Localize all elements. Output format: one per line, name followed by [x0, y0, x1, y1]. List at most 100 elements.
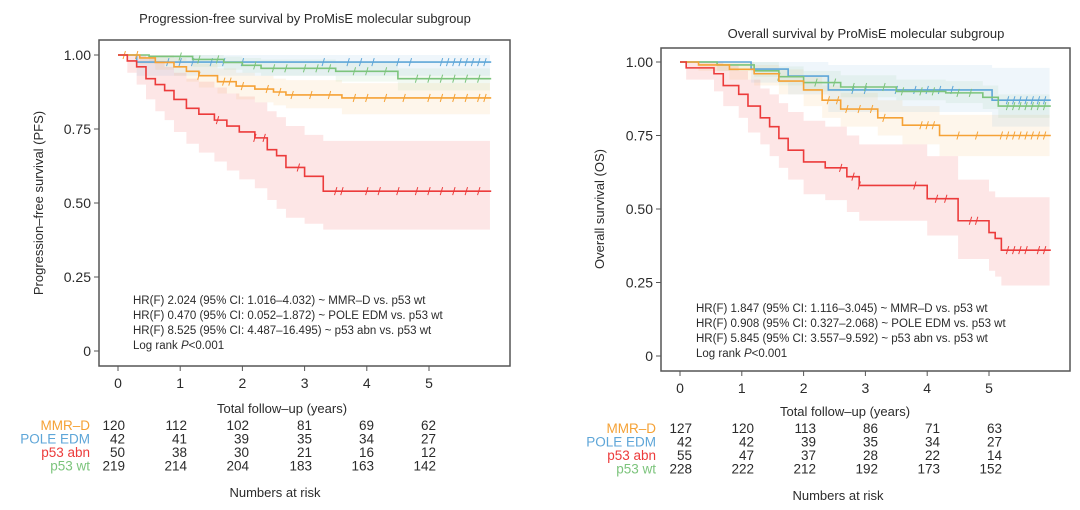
censor-mark-mmr-d — [228, 77, 232, 86]
risk-cell: 41 — [172, 432, 187, 447]
censor-mark-p53-abn — [253, 133, 257, 143]
censor-mark-mmr-d — [402, 93, 406, 103]
censor-mark-p53-abn — [934, 194, 939, 203]
censor-mark-p53-abn — [1005, 246, 1010, 255]
censor-mark-p53-abn — [427, 187, 431, 196]
censor-mark-mmr-d — [1036, 131, 1041, 140]
x-tick-label: 4 — [923, 380, 931, 396]
annotation-line: HR(F) 1.847 (95% CI: 1.116–3.045) ~ MMR–… — [696, 303, 988, 315]
risk-cell: 42 — [677, 435, 692, 450]
x-tick-label: 1 — [176, 375, 184, 391]
y-tick-label: 0 — [645, 348, 653, 364]
risk-cell: 42 — [739, 435, 754, 450]
censor-mark-mmr-d — [835, 96, 840, 105]
risk-cell: 102 — [226, 418, 249, 433]
risk-cell: 192 — [855, 462, 878, 477]
censor-mark-mmr-d — [999, 131, 1004, 140]
censor-mark-mmr-d — [222, 77, 226, 86]
risk-cell: 27 — [987, 435, 1002, 450]
risk-cell: 69 — [359, 418, 374, 433]
censor-mark-p53-wt — [427, 74, 431, 83]
censor-mark-mmr-d — [857, 104, 861, 114]
censor-mark-mmr-d — [365, 93, 369, 103]
x-tick-label: 3 — [301, 375, 309, 391]
risk-cell: 120 — [731, 421, 754, 436]
x-tick-label: 0 — [114, 375, 122, 391]
censor-mark-p53-abn — [365, 187, 369, 196]
risk-cell: 219 — [102, 459, 125, 474]
censor-mark-p53-wt — [900, 87, 905, 96]
hazard-ratio-annotations: HR(F) 1.847 (95% CI: 1.116–3.045) ~ MMR–… — [696, 303, 1006, 360]
censor-mark-p53-wt — [327, 64, 332, 73]
risk-cell: 183 — [289, 459, 312, 474]
censor-mark-p53-abn — [857, 181, 861, 190]
censor-mark-mmr-d — [956, 131, 960, 140]
censor-mark-p53-wt — [1030, 101, 1034, 111]
censor-mark-mmr-d — [826, 96, 830, 105]
censor-mark-p53-abn — [296, 163, 301, 172]
risk-cell: 204 — [226, 459, 249, 474]
risk-cell: 39 — [801, 435, 816, 450]
censor-mark-p53-wt — [215, 55, 220, 64]
risk-cell: 39 — [234, 432, 249, 447]
censor-mark-pole-edm — [1018, 96, 1022, 105]
survival-curve-p53-abn — [680, 61, 1051, 251]
censor-mark-mmr-d — [309, 90, 313, 100]
risk-row-label: p53 abn — [607, 448, 656, 463]
chart-title: Overall survival by ProMisE molecular su… — [728, 26, 1005, 41]
y-tick-label: 0.75 — [626, 128, 653, 144]
x-axis-label: Total follow–up (years) — [217, 401, 347, 416]
annotation-line: HR(F) 5.845 (95% CI: 3.557–9.592) ~ p53 … — [696, 333, 989, 345]
censor-mark-p53-wt — [1018, 101, 1022, 111]
censor-mark-pole-edm — [1024, 96, 1028, 105]
survival-curve-p53-wt — [680, 61, 1051, 107]
censor-mark-p53-wt — [814, 78, 818, 87]
ci-band-p53-abn — [680, 62, 1051, 286]
risk-row-label: POLE EDM — [586, 435, 656, 450]
risk-table-title: Numbers at risk — [792, 488, 884, 503]
x-axis-label: Total follow–up (years) — [780, 404, 910, 419]
censor-mark-p53-abn — [839, 163, 843, 172]
risk-cell: 120 — [102, 418, 125, 433]
censor-mark-p53-abn — [1018, 246, 1022, 255]
y-tick-label: 1.00 — [64, 47, 91, 63]
x-tick-label: 5 — [425, 375, 433, 391]
risk-cell: 86 — [863, 421, 878, 436]
censor-mark-mmr-d — [1012, 131, 1016, 140]
censor-mark-p53-abn — [1036, 246, 1041, 255]
annotation-line: Log rank P<0.001 — [133, 340, 224, 352]
risk-table-title: Numbers at risk — [229, 485, 321, 500]
risk-cell: 214 — [164, 459, 187, 474]
censor-mark-mmr-d — [974, 131, 979, 140]
ci-band-p53-wt — [118, 55, 492, 91]
risk-cell: 34 — [359, 432, 375, 447]
risk-cell: 222 — [731, 462, 754, 477]
risk-row-label: p53 abn — [41, 445, 90, 460]
risk-cell: 14 — [987, 448, 1003, 463]
censor-mark-p53-wt — [315, 64, 319, 73]
survival-curve-pole-edm — [680, 61, 1051, 102]
censor-mark-p53-abn — [944, 194, 948, 203]
risk-cell: 16 — [359, 445, 374, 460]
y-tick-label: 0.75 — [64, 121, 91, 137]
risk-row-label: p53 wt — [50, 459, 90, 474]
censor-mark-mmr-d — [1042, 131, 1047, 140]
censor-mark-p53-wt — [1042, 101, 1047, 111]
risk-cell: 21 — [297, 445, 312, 460]
x-tick-label: 1 — [738, 380, 746, 396]
censor-mark-mmr-d — [919, 121, 923, 130]
censor-mark-pole-edm — [178, 57, 182, 67]
censor-mark-p53-wt — [1036, 101, 1041, 111]
censor-mark-mmr-d — [439, 93, 444, 103]
censor-mark-pole-edm — [452, 57, 456, 67]
censor-mark-mmr-d — [427, 93, 431, 103]
censor-mark-pole-edm — [1005, 96, 1010, 105]
censor-mark-pole-edm — [458, 57, 462, 67]
censor-mark-p53-wt — [1024, 101, 1028, 111]
censor-mark-p53-wt — [452, 74, 456, 83]
risk-cell: 22 — [925, 448, 940, 463]
censor-mark-p53-wt — [931, 87, 936, 96]
y-tick-label: 0 — [83, 343, 91, 359]
censor-mark-pole-edm — [396, 57, 400, 67]
censor-mark-p53-abn — [334, 187, 338, 196]
